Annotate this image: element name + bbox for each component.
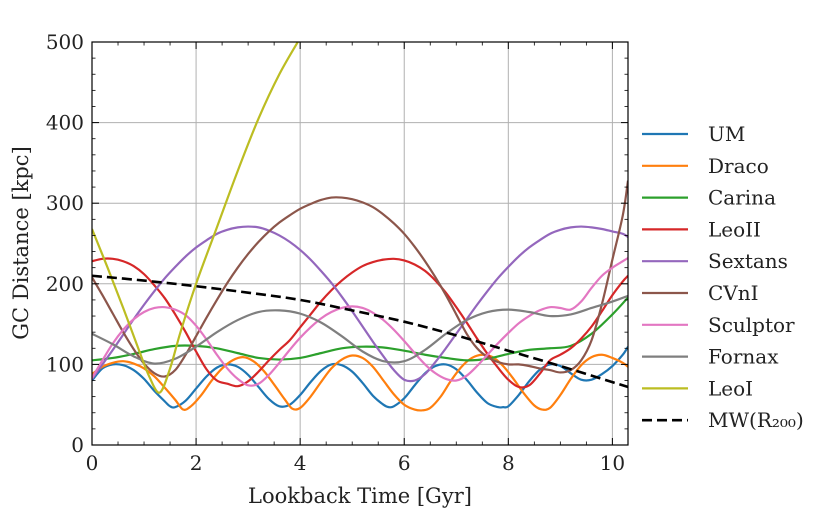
x-tick-label: 6 (398, 451, 411, 475)
y-tick-label: 300 (46, 191, 84, 215)
series-line-cvni (92, 180, 628, 378)
plot-frame (91, 41, 629, 446)
legend: UM Draco Carina LeoII Sextans CVnI Sculptor For… (642, 122, 804, 432)
grid (91, 41, 628, 446)
y-axis-label: GC Distance [kpc] (9, 146, 33, 340)
series-line-draco (92, 353, 628, 412)
x-tick-label: 0 (86, 451, 99, 475)
y-tick-label: 400 (46, 111, 84, 135)
series-line-mw-r (92, 274, 628, 389)
legend-label-sextans: Sextans (708, 249, 788, 273)
legend-label-leoi: LeoI (708, 376, 753, 400)
y-tick-label: 200 (46, 272, 84, 296)
series-line-um (92, 346, 628, 409)
y-tick-label: 100 (46, 352, 84, 376)
series-line-fornax (92, 294, 628, 365)
legend-label-leoii: LeoII (708, 217, 761, 241)
legend-label-carina: Carina (708, 186, 776, 210)
x-tick-label: 8 (502, 451, 515, 475)
series-line-leoi (92, 42, 300, 394)
legend-label-draco: Draco (708, 154, 769, 178)
x-tick-label: 10 (600, 451, 625, 475)
legend-label-cvni: CVnI (708, 281, 759, 305)
legend-label-fornax: Fornax (708, 345, 779, 369)
y-tick-label: 500 (46, 30, 84, 54)
x-tick-label: 2 (190, 451, 203, 475)
legend-label-um: UM (708, 122, 745, 146)
legend-label-sculptor: Sculptor (708, 313, 795, 337)
legend-label-mw-r: MW(R₂₀₀) (708, 408, 804, 432)
series-line-sculptor (92, 257, 628, 387)
x-axis-label: Lookback Time [Gyr] (248, 484, 472, 508)
x-tick-label: 4 (294, 451, 307, 475)
series-line-sextans (92, 225, 628, 383)
series-line-carina (92, 296, 628, 362)
series-group (92, 42, 628, 412)
y-tick-label: 0 (71, 433, 84, 457)
